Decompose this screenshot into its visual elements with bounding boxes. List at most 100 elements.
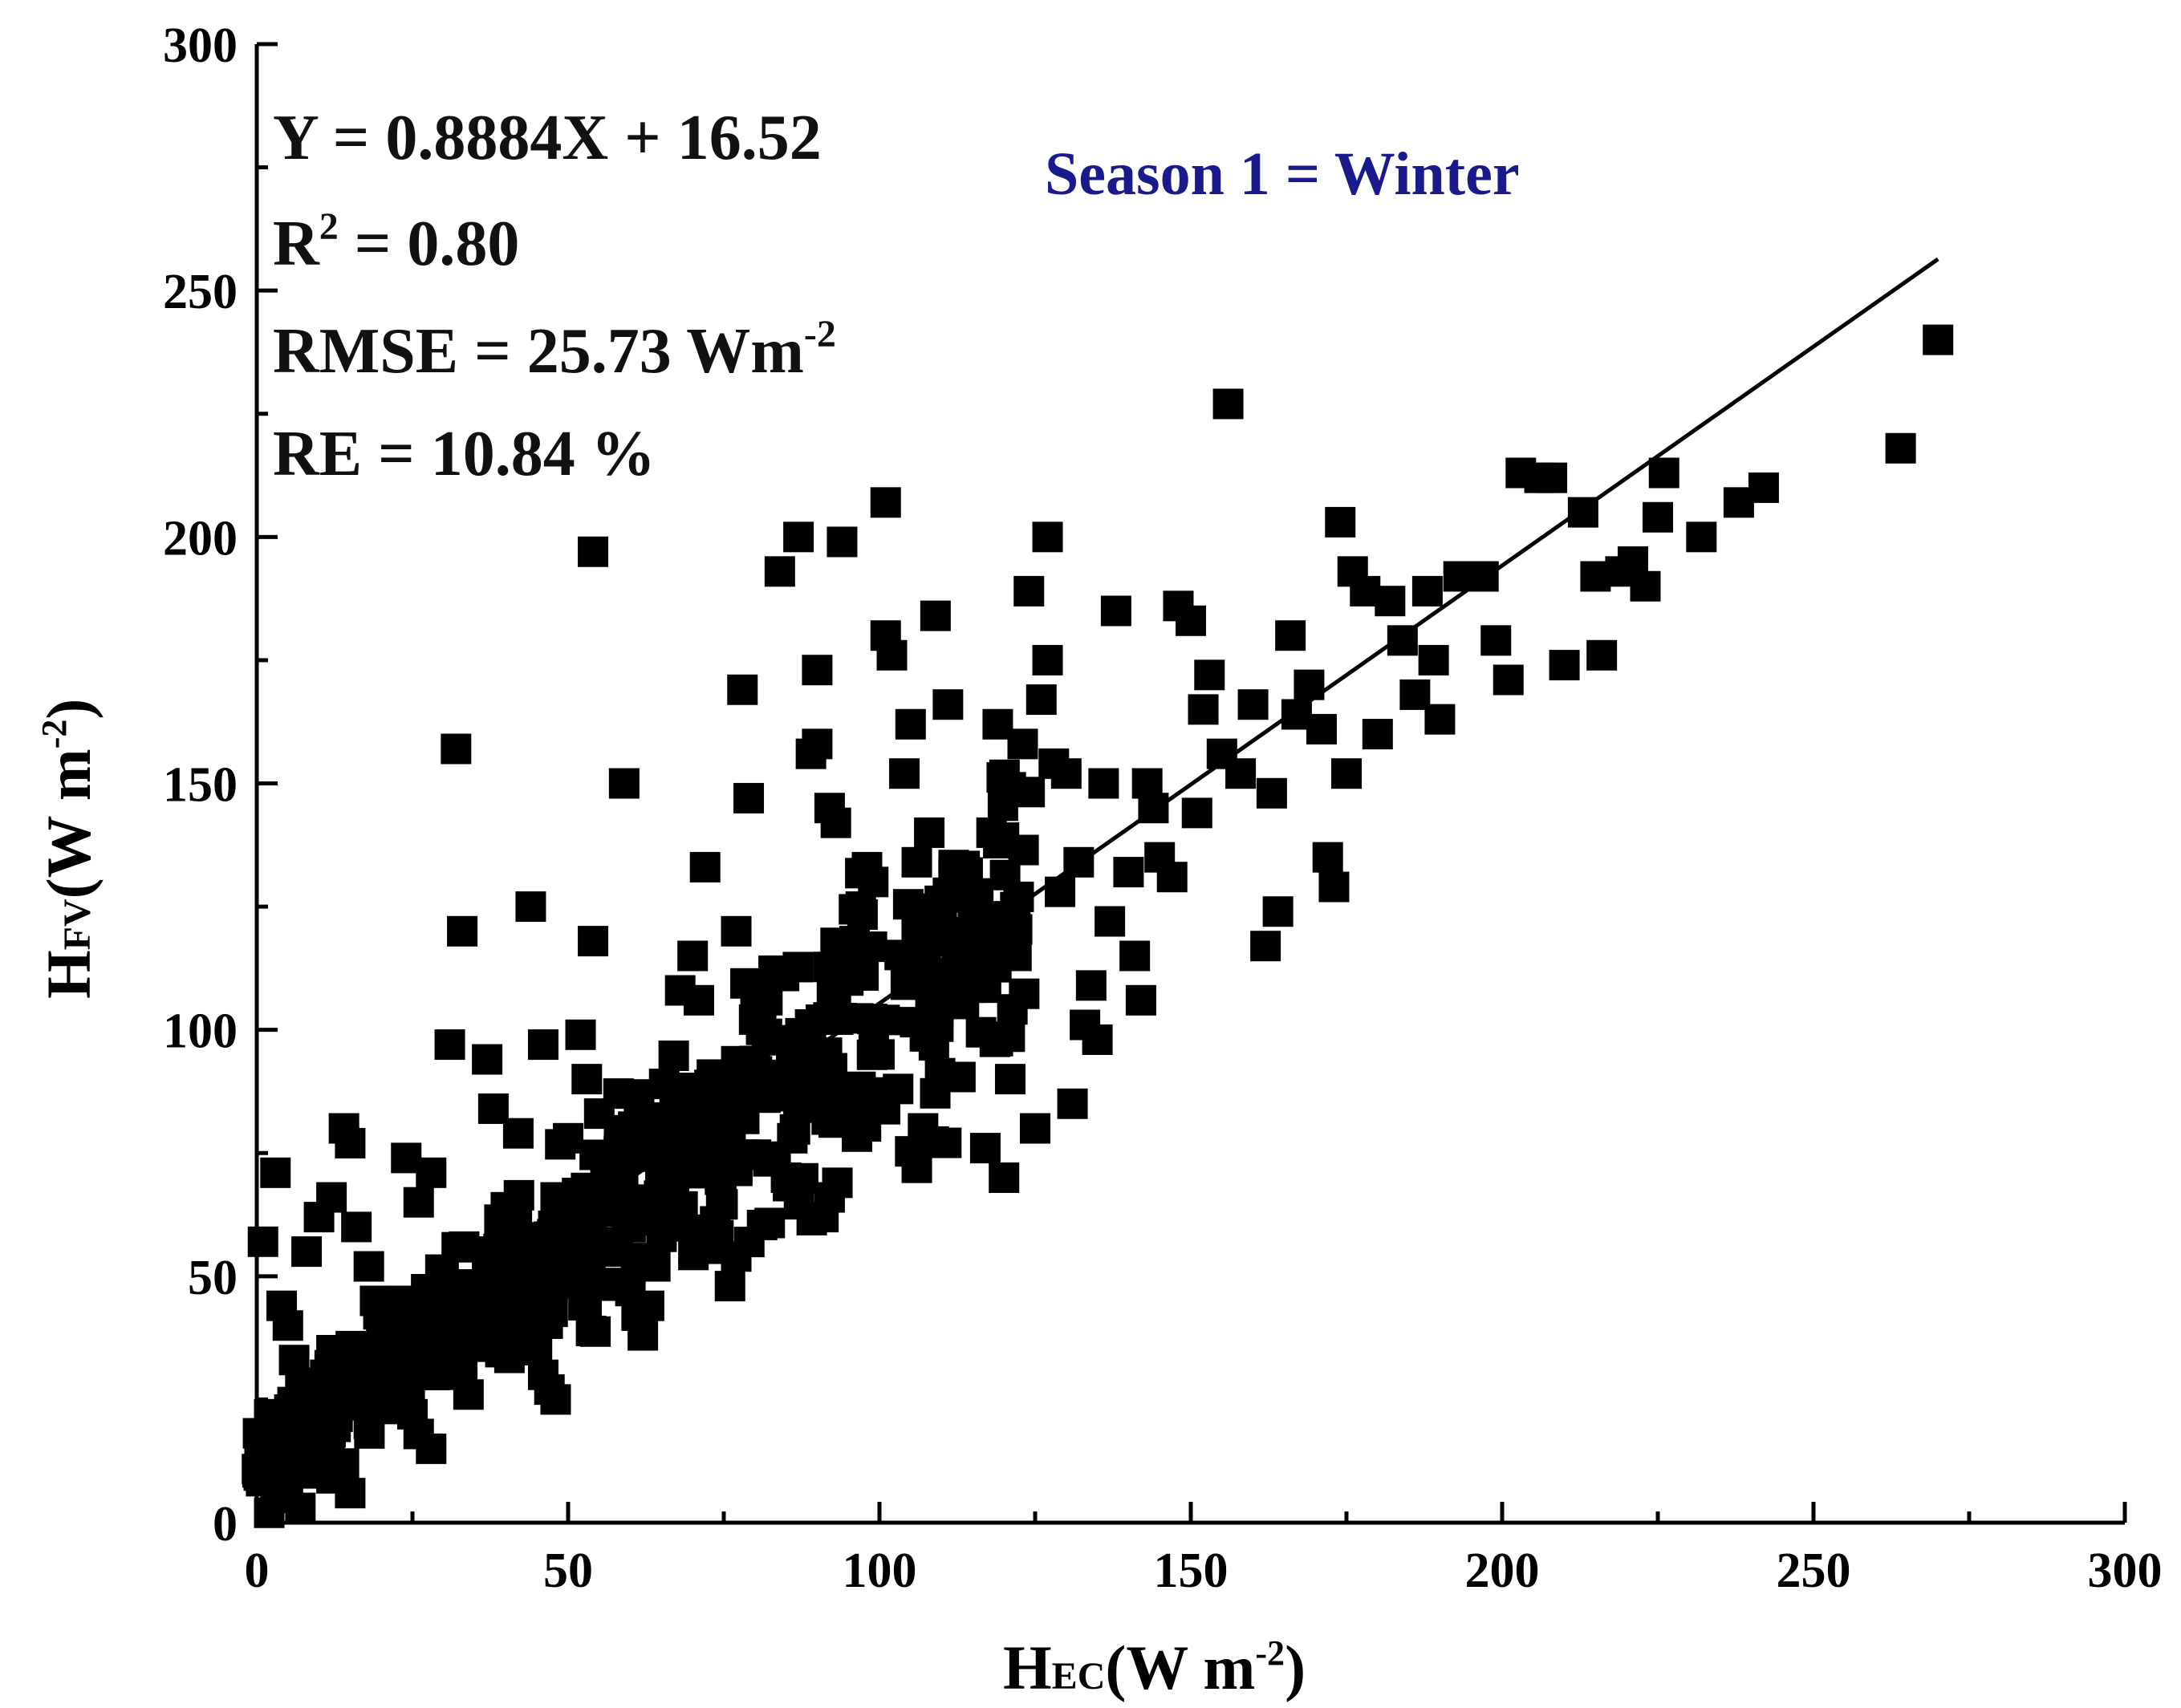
data-point <box>1188 694 1219 725</box>
stat-r2-sup: 2 <box>319 205 339 248</box>
data-point <box>1088 768 1119 799</box>
data-point <box>1020 1113 1050 1144</box>
points-layer <box>242 324 1954 1528</box>
data-point <box>354 1418 385 1449</box>
data-point <box>1007 728 1038 760</box>
y-axis-title: HFV(W m-2) <box>34 699 104 999</box>
y-tick-label: 200 <box>163 511 238 566</box>
data-point <box>1009 978 1040 1009</box>
data-point <box>839 955 870 987</box>
data-point <box>403 1187 434 1218</box>
data-point <box>1549 650 1580 681</box>
data-point <box>1095 906 1126 937</box>
data-point <box>813 1002 844 1033</box>
data-point <box>1312 842 1343 873</box>
x-tick-label: 100 <box>843 1544 917 1598</box>
data-point <box>914 817 945 848</box>
data-point <box>1411 575 1443 607</box>
data-point <box>571 1064 603 1095</box>
data-point <box>1045 876 1076 907</box>
data-point <box>905 935 936 966</box>
x-axis-title-sub: EC <box>1052 1655 1106 1698</box>
stat-r2-prefix: R <box>273 209 320 279</box>
data-point <box>714 1118 745 1149</box>
data-point <box>1586 639 1618 671</box>
data-point <box>272 1310 303 1341</box>
data-point <box>754 1207 786 1239</box>
data-point <box>727 674 758 705</box>
data-point <box>1212 388 1244 420</box>
data-point <box>1013 575 1045 607</box>
data-point <box>1493 664 1524 696</box>
y-axis-title-sup: -2 <box>35 720 74 749</box>
y-tick-label: 300 <box>163 18 238 73</box>
data-point <box>918 1029 949 1061</box>
data-point <box>816 1053 847 1084</box>
x-axis-title-sup: -2 <box>1255 1633 1285 1673</box>
data-point <box>565 1019 596 1050</box>
data-point <box>1630 570 1661 602</box>
data-point <box>291 1236 323 1268</box>
data-point <box>932 689 964 720</box>
data-point <box>845 1071 876 1102</box>
data-point <box>1325 506 1356 538</box>
data-point <box>1480 625 1512 656</box>
data-point <box>434 1029 465 1061</box>
data-point <box>1375 586 1406 617</box>
data-point <box>1225 758 1257 789</box>
data-point <box>948 952 979 984</box>
data-point <box>528 1264 559 1296</box>
data-point <box>895 708 926 740</box>
data-point <box>540 1384 571 1415</box>
data-point <box>1194 659 1225 691</box>
y-axis-title-main: H <box>34 950 104 999</box>
y-axis-title-sub: FV <box>56 899 99 950</box>
data-point <box>1424 704 1456 735</box>
data-point <box>856 1039 887 1070</box>
data-point <box>749 1082 781 1114</box>
data-point <box>901 846 932 878</box>
data-point <box>441 1231 473 1263</box>
data-point <box>1125 984 1156 1016</box>
data-point <box>1237 689 1269 720</box>
x-axis-title-unit: (W m <box>1105 1633 1255 1702</box>
x-axis-title: HEC(W m-2) <box>1003 1633 1306 1702</box>
data-point <box>453 1379 484 1410</box>
data-point <box>677 940 709 972</box>
data-point <box>353 1251 384 1282</box>
data-point <box>1318 871 1350 903</box>
data-point <box>658 1040 689 1071</box>
data-point <box>1082 1024 1113 1055</box>
data-point <box>1032 644 1063 675</box>
data-point <box>503 1179 534 1211</box>
data-point <box>994 1064 1026 1095</box>
data-point <box>1275 620 1306 651</box>
data-point <box>741 1139 772 1170</box>
data-point <box>1181 797 1212 829</box>
data-point <box>876 639 908 671</box>
data-point <box>692 1233 723 1264</box>
season-annotation: Season 1 = Winter <box>1045 140 1520 208</box>
data-point <box>892 889 924 920</box>
data-point <box>608 768 640 799</box>
data-point <box>450 1305 481 1337</box>
data-point <box>489 1215 521 1247</box>
data-point <box>416 1157 447 1188</box>
y-tick-label: 0 <box>213 1497 238 1552</box>
data-point <box>1262 896 1294 927</box>
data-point <box>1643 501 1673 533</box>
data-point <box>1306 713 1337 744</box>
data-point <box>721 915 752 947</box>
tick-labels: 0 50 100 150 200 250 300 0 50 100 150 200 250 300 <box>163 18 2163 1598</box>
data-point <box>316 1182 347 1213</box>
y-axis-title-close: ) <box>34 699 104 720</box>
x-tick-label: 300 <box>2088 1544 2163 1598</box>
data-point <box>842 1121 873 1152</box>
data-point <box>472 1044 503 1075</box>
data-point <box>919 989 950 1020</box>
data-point <box>492 1323 523 1354</box>
stat-re: RE = 10.84 % <box>273 419 656 489</box>
data-point <box>1648 457 1679 489</box>
data-point <box>870 487 901 518</box>
data-point <box>1362 719 1393 750</box>
